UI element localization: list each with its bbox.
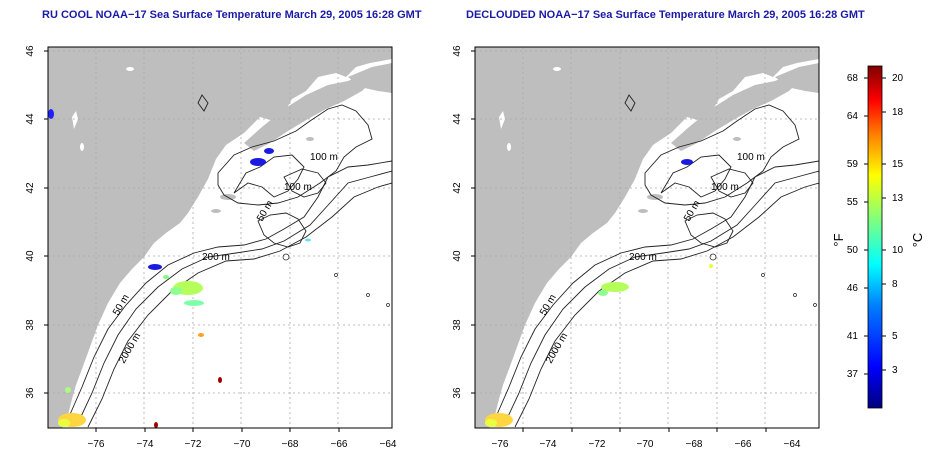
colorbar-f-tick: 37 — [847, 369, 859, 380]
colorbar-c-tick: 18 — [892, 107, 904, 118]
colorbar-c-tick: 20 — [892, 73, 904, 84]
left-isobath-label-100m-b: 100 m — [284, 182, 312, 193]
right-lon-tick: −72 — [589, 439, 606, 450]
right-lat-tick: 42 — [452, 182, 463, 194]
right-lat-tick: 46 — [452, 45, 463, 57]
colorbar-f-tick: 46 — [847, 283, 859, 294]
left-lon-tick: −76 — [88, 439, 105, 450]
left-map-title: RU COOL NOAA−17 Sea Surface Temperature … — [42, 9, 422, 21]
colorbar-c-tick: 10 — [892, 245, 904, 256]
colorbar-f-tick: 68 — [847, 73, 859, 84]
left-lon-tick: −68 — [282, 439, 299, 450]
colorbar-f-tick: 59 — [847, 159, 859, 170]
right-isobath-label-100m-a: 100 m — [737, 152, 765, 163]
colorbar-f-tick: 50 — [847, 245, 859, 256]
colorbar-gradient — [867, 65, 883, 409]
left-lat-tick: 40 — [25, 250, 36, 262]
left-lon-tick: −74 — [137, 439, 154, 450]
left-lon-tick: −70 — [234, 439, 251, 450]
right-lon-tick: −70 — [637, 439, 654, 450]
right-isobath-label-200m: 200 m — [629, 252, 657, 263]
colorbar-fahrenheit-label: °F — [831, 233, 846, 246]
colorbar-c-tick: 13 — [892, 193, 904, 204]
right-lon-tick: −68 — [686, 439, 703, 450]
colorbar-c-tick: 3 — [892, 365, 898, 376]
right-lat-tick: 40 — [452, 250, 463, 262]
colorbar-f-tick: 55 — [847, 197, 859, 208]
colorbar-f-tick: 64 — [847, 111, 859, 122]
right-lat-tick: 36 — [452, 387, 463, 399]
colorbar-celsius-label: °C — [910, 233, 925, 248]
right-sst-patches — [485, 159, 713, 427]
left-lon-tick: −64 — [380, 439, 397, 450]
left-lat-tick: 42 — [25, 182, 36, 194]
left-isobath-label-200m: 200 m — [202, 252, 230, 263]
left-lat-tick: 38 — [25, 319, 36, 331]
right-lon-tick: −66 — [735, 439, 752, 450]
left-lon-tick: −72 — [185, 439, 202, 450]
left-lon-tick: −66 — [331, 439, 348, 450]
colorbar-c-tick: 8 — [892, 279, 898, 290]
right-map-title: DECLOUDED NOAA−17 Sea Surface Temperatur… — [466, 9, 865, 21]
colorbar-c-tick: 15 — [892, 159, 904, 170]
right-isobath-label-100m-b: 100 m — [711, 182, 739, 193]
left-sst-patches — [48, 109, 311, 428]
right-map: 100 m 100 m 50 m 200 m 50 m 2000 m −76 −… — [452, 45, 820, 450]
left-lat-tick: 46 — [25, 45, 36, 57]
left-lat-tick: 36 — [25, 387, 36, 399]
colorbar-c-tick: 5 — [892, 331, 898, 342]
colorbar: 68 64 59 55 50 46 41 37 20 18 15 13 10 8… — [831, 65, 925, 409]
right-lon-tick: −74 — [540, 439, 557, 450]
left-lat-tick: 44 — [25, 113, 36, 125]
left-isobath-label-100m-a: 100 m — [310, 152, 338, 163]
right-lon-tick: −76 — [492, 439, 509, 450]
colorbar-f-tick: 41 — [847, 331, 859, 342]
right-lat-tick: 38 — [452, 319, 463, 331]
left-map: 100 m 100 m 50 m 200 m 50 m 2000 m −76 −… — [25, 45, 397, 450]
right-lon-tick: −64 — [784, 439, 801, 450]
right-lat-tick: 44 — [452, 113, 463, 125]
